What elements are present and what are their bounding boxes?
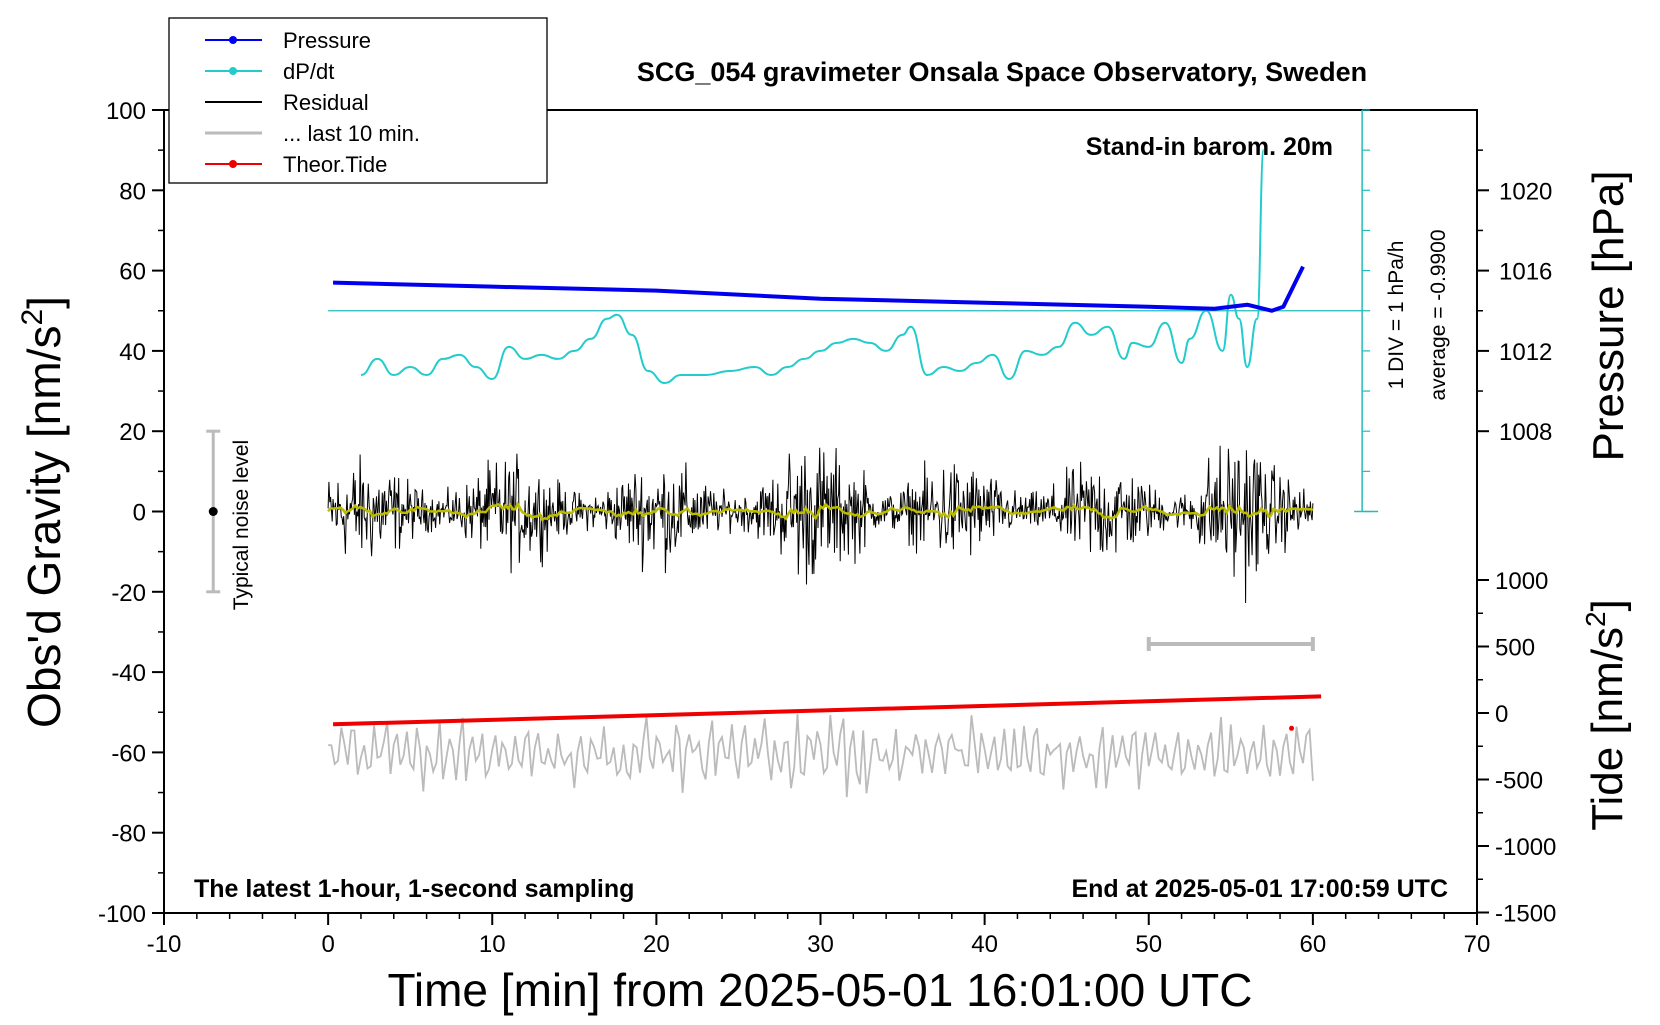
dpdt-line bbox=[360, 149, 1265, 385]
tide-tick-label: 1000 bbox=[1495, 568, 1548, 595]
legend-label-2: dP/dt bbox=[283, 59, 334, 84]
y-tick-label-left: 60 bbox=[119, 259, 146, 286]
tide-tick-label: -1500 bbox=[1495, 901, 1556, 928]
y-tick-label-left: 0 bbox=[133, 500, 146, 527]
tide-line bbox=[332, 694, 1322, 727]
y-tick-label-left: -20 bbox=[111, 580, 146, 607]
legend-label-5: Theor.Tide bbox=[283, 152, 387, 177]
x-tick-label: 30 bbox=[807, 931, 834, 958]
y-tick-label-left: 80 bbox=[119, 178, 146, 205]
y-axis-label-tide: Tide [nm/s2] bbox=[1580, 599, 1632, 831]
x-tick-label: -10 bbox=[147, 931, 182, 958]
pressure-line bbox=[332, 265, 1305, 313]
average-label: average = -0.9900 bbox=[1427, 229, 1450, 400]
x-tick-label: 50 bbox=[1135, 931, 1162, 958]
tide-tick-label: -1000 bbox=[1495, 834, 1556, 861]
tide-tick-label: 0 bbox=[1495, 701, 1508, 728]
residual-line bbox=[327, 445, 1314, 604]
residual-smoothed-line bbox=[327, 500, 1314, 522]
y-tick-label-left: 100 bbox=[106, 98, 146, 125]
legend-label-1: Pressure bbox=[283, 28, 371, 53]
last10-line bbox=[328, 714, 1314, 798]
y-tick-label-left: -60 bbox=[111, 740, 146, 767]
pressure-tick-label: 1008 bbox=[1499, 419, 1552, 446]
legend-marker-2 bbox=[229, 67, 237, 75]
y-tick-label-left: -80 bbox=[111, 821, 146, 848]
noise-level-label: Typical noise level bbox=[230, 440, 253, 610]
y-axis-label-pressure: Pressure [hPa] bbox=[1584, 170, 1633, 461]
x-tick-label: 10 bbox=[479, 931, 506, 958]
tide-marker bbox=[1289, 725, 1295, 731]
tide-tick-label: -500 bbox=[1495, 768, 1543, 795]
x-tick-label: 20 bbox=[643, 931, 670, 958]
x-axis-label: Time [min] from 2025-05-01 16:01:00 UTC bbox=[388, 964, 1253, 1016]
chart-title: SCG_054 gravimeter Onsala Space Observat… bbox=[637, 57, 1367, 87]
y-tick-label-left: -100 bbox=[98, 901, 146, 928]
pressure-tick-label: 1016 bbox=[1499, 259, 1552, 286]
legend-marker-1 bbox=[229, 36, 237, 44]
legend: Pressure dP/dt Residual ... last 10 min. The… bbox=[168, 17, 548, 184]
x-tick-label: 40 bbox=[971, 931, 998, 958]
stand-in-barometer-note: Stand-in barom. 20m bbox=[1086, 133, 1333, 161]
y-axis-label-left: Obs'd Gravity [nm/s2] bbox=[16, 296, 70, 728]
div-scale-label: 1 DIV = 1 hPa/h bbox=[1385, 241, 1408, 390]
pressure-tick-label: 1020 bbox=[1499, 178, 1552, 205]
pressure-tick-label: 1012 bbox=[1499, 339, 1552, 366]
y-tick-label-left: -40 bbox=[111, 660, 146, 687]
legend-label-3: Residual bbox=[283, 90, 369, 115]
x-tick-label: 60 bbox=[1300, 931, 1327, 958]
latest-sampling-note: The latest 1-hour, 1-second sampling bbox=[194, 875, 634, 903]
x-tick-label: 70 bbox=[1464, 931, 1491, 958]
legend-marker-5 bbox=[229, 160, 237, 168]
legend-label-4: ... last 10 min. bbox=[283, 121, 420, 146]
x-tick-label: 0 bbox=[321, 931, 334, 958]
y-tick-label-left: 40 bbox=[119, 339, 146, 366]
noise-bar-center bbox=[208, 507, 218, 516]
end-time-note: End at 2025-05-01 17:00:59 UTC bbox=[1071, 875, 1448, 903]
tide-tick-label: 500 bbox=[1495, 635, 1535, 662]
y-tick-label-left: 20 bbox=[119, 419, 146, 446]
